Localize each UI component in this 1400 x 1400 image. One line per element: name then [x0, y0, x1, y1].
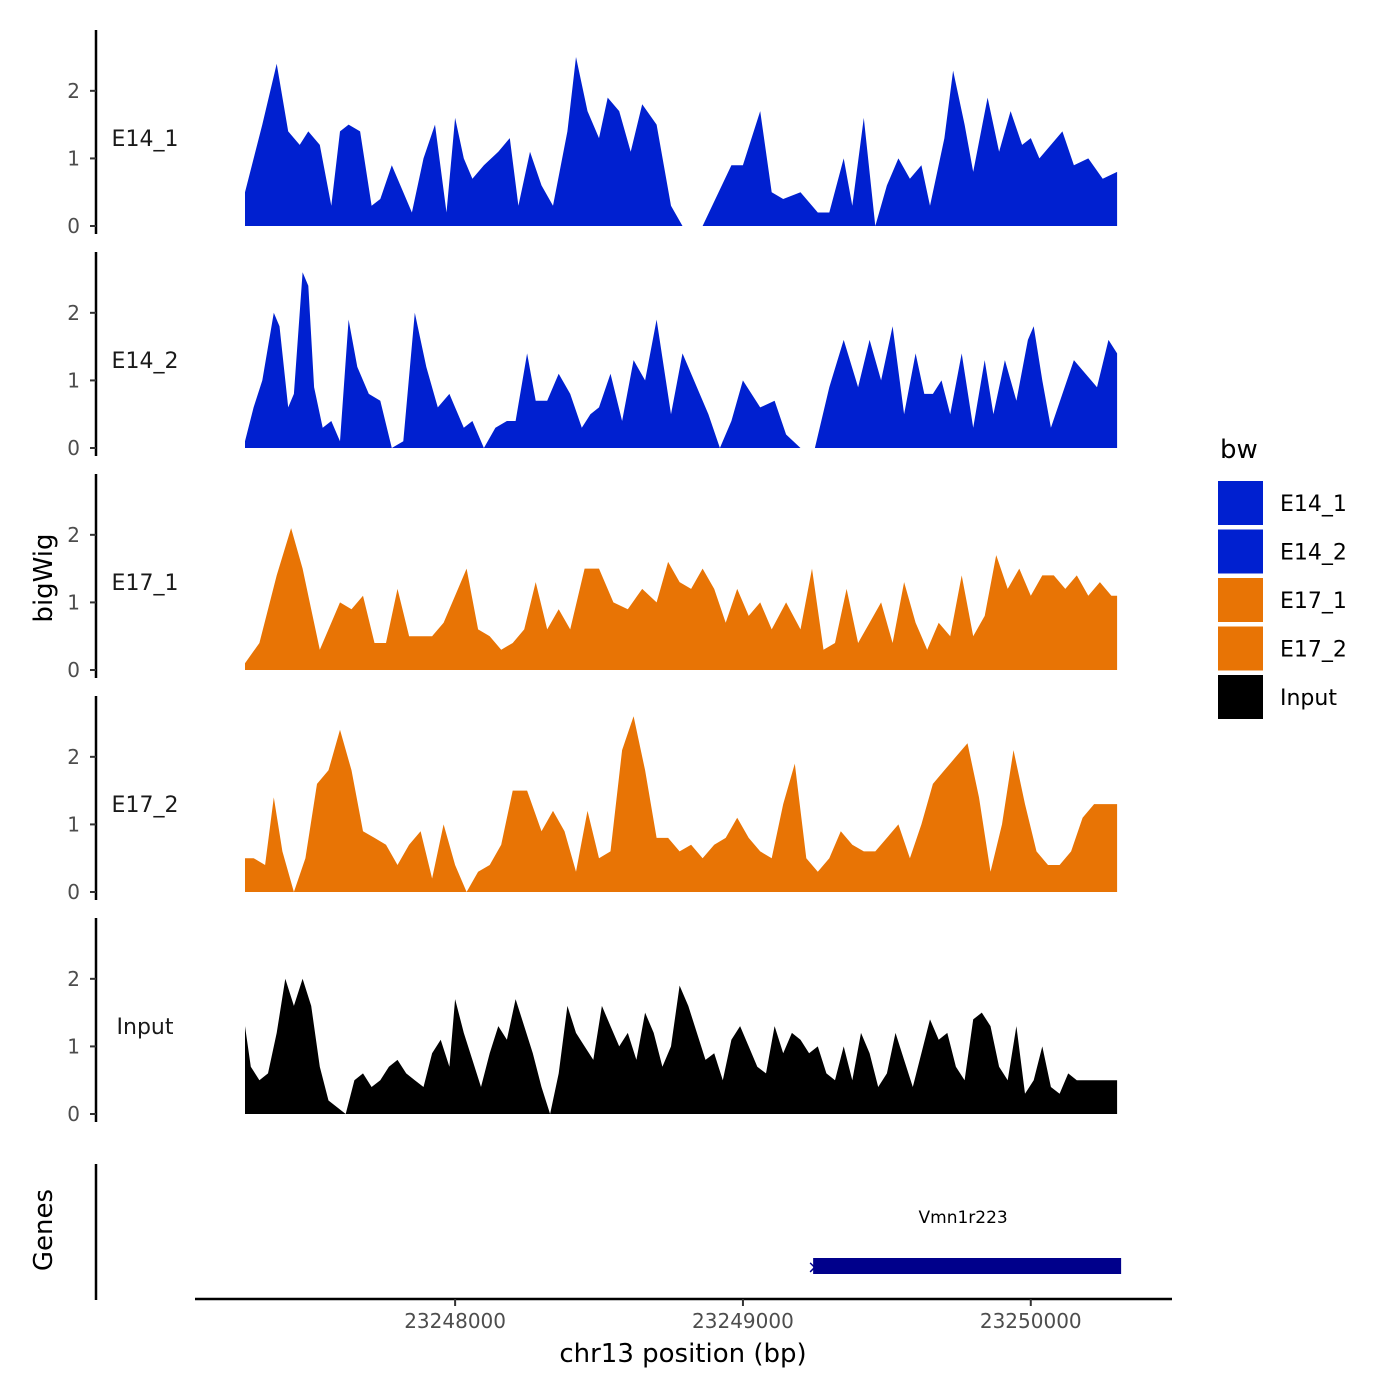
track-label: E17_2: [112, 793, 179, 818]
legend-swatch-E14_1: [1218, 481, 1263, 525]
legend-swatch-E17_1: [1218, 578, 1263, 622]
signal-area-E14_2: [245, 272, 1118, 448]
y-tick-label: 2: [67, 745, 80, 769]
legend-swatch-E14_2: [1218, 529, 1263, 574]
genes-panel: × Vmn1r223: [94, 1164, 1122, 1300]
track-label: E17_1: [112, 571, 179, 596]
signal-area-E17_1: [245, 528, 1118, 670]
x-axis-title: chr13 position (bp): [559, 1339, 806, 1369]
x-tick-label: 23250000: [980, 1309, 1082, 1333]
y-tick-label: 0: [67, 880, 80, 904]
track-E14_1: 0 1 2 E14_1: [67, 30, 1118, 238]
y-tick-label: 1: [67, 812, 80, 836]
y-tick-label: 1: [67, 146, 80, 170]
signal-area-E17_2: [245, 716, 1118, 892]
legend: bw E14_1 E14_2 E17_1 E17_2 Input: [1218, 435, 1347, 719]
legend-swatch-E17_2: [1218, 626, 1263, 671]
legend-label: E17_2: [1280, 638, 1347, 663]
legend-label: E14_2: [1280, 541, 1347, 566]
gene-marks: × Vmn1r223: [807, 1208, 1122, 1278]
x-tick-label: 23249000: [692, 1309, 794, 1333]
track-label: Input: [117, 1015, 174, 1040]
signal-area-Input: [245, 978, 1118, 1114]
y-tick-label: 1: [67, 1034, 80, 1058]
x-tick-label: 23248000: [404, 1309, 506, 1333]
y-tick-label: 2: [67, 523, 80, 547]
y-tick-label: 0: [67, 1102, 80, 1126]
track-E14_2: 0 1 2 E14_2: [67, 252, 1118, 460]
gene-strand-marker: ×: [807, 1257, 822, 1278]
track-label: E14_2: [112, 349, 179, 374]
y-tick-label: 1: [67, 368, 80, 392]
y-tick-label: 2: [67, 967, 80, 991]
y-tick-label: 1: [67, 590, 80, 614]
y-tick-label: 0: [67, 658, 80, 682]
y-axis-title: bigWig: [29, 533, 59, 622]
y-tick-label: 0: [67, 436, 80, 460]
legend-label: E17_1: [1280, 589, 1347, 614]
x-axis: 23248000 23249000 23250000: [195, 1297, 1172, 1333]
y-tick-label: 2: [67, 79, 80, 103]
legend-title: bw: [1220, 435, 1258, 465]
y-tick-label: 0: [67, 214, 80, 238]
signal-tracks: 0 1 2 E14_1 0 1 2 E14_2 0 1 2 E17_1 0 1 2 E17_2 0 1 2 Input: [67, 30, 1118, 1126]
signal-area-E14_1: [245, 57, 1118, 226]
track-label: E14_1: [112, 127, 179, 152]
legend-label: E14_1: [1280, 492, 1347, 517]
gene-body: [813, 1258, 1122, 1274]
legend-label: Input: [1280, 686, 1337, 711]
genes-axis-title: Genes: [29, 1189, 59, 1271]
track-E17_2: 0 1 2 E17_2: [67, 696, 1118, 904]
y-tick-label: 2: [67, 301, 80, 325]
track-E17_1: 0 1 2 E17_1: [67, 474, 1118, 682]
track-Input: 0 1 2 Input: [67, 918, 1118, 1126]
legend-swatch-Input: [1218, 675, 1263, 719]
gene-label: Vmn1r223: [919, 1208, 1008, 1228]
